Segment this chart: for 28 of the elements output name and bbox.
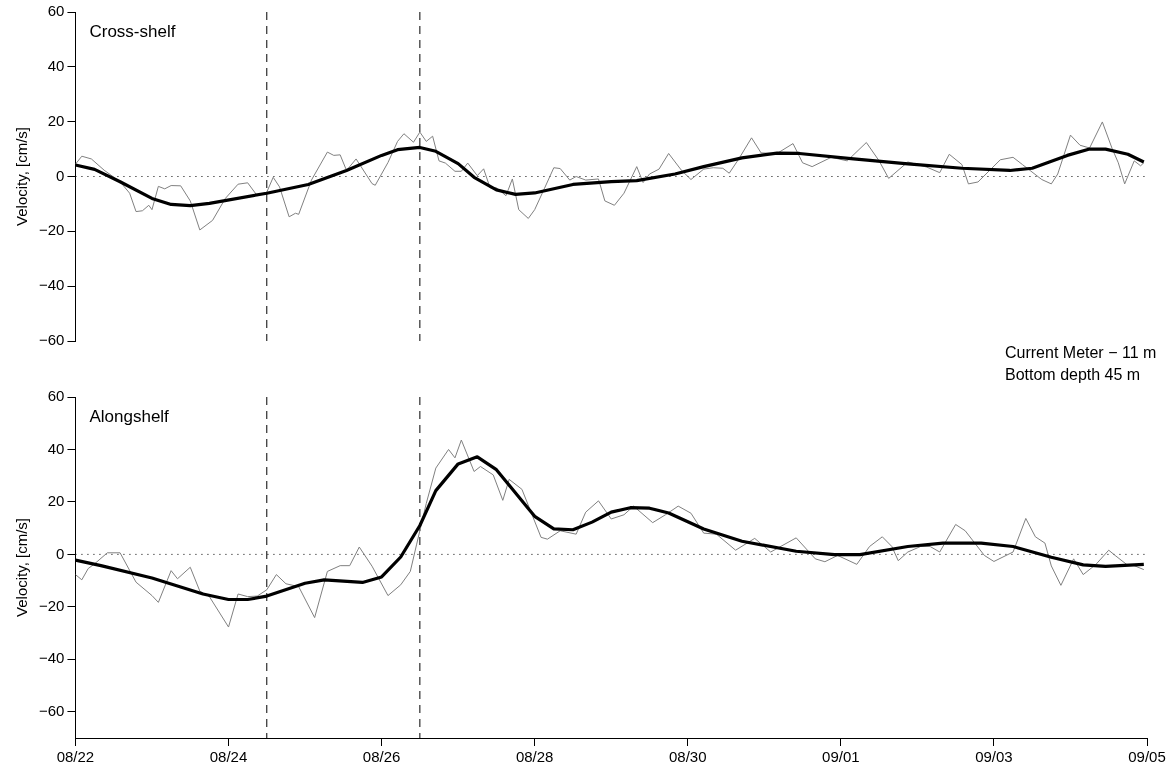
x-tick-label: 08/30 bbox=[668, 748, 707, 766]
y-tick-label: 60 bbox=[47, 387, 65, 405]
y-axis-title: Velocity, [cm/s] bbox=[13, 127, 31, 226]
y-tick-label: −20 bbox=[38, 221, 65, 239]
y-tick-label: 20 bbox=[47, 492, 65, 510]
text: Current Meter − 11 m bbox=[1005, 344, 1157, 361]
y-axis-title: Velocity, [cm/s] bbox=[13, 518, 31, 617]
y-tick-label: 0 bbox=[56, 166, 65, 184]
x-tick-label: 08/28 bbox=[515, 748, 554, 766]
y-tick-label: −60 bbox=[38, 701, 65, 719]
y-tick-label: −40 bbox=[38, 649, 65, 667]
x-tick-label: 08/26 bbox=[362, 748, 401, 766]
x-tick-label: 09/01 bbox=[822, 748, 860, 766]
x-tick-label: 08/22 bbox=[56, 748, 95, 766]
y-tick-label: 0 bbox=[56, 544, 65, 562]
text: Cross-shelf bbox=[89, 22, 176, 42]
text: Bottom depth 45 m bbox=[1005, 366, 1141, 383]
text: Alongshelf bbox=[89, 407, 170, 427]
x-tick-label: 09/03 bbox=[975, 748, 1013, 766]
y-tick-label: 20 bbox=[47, 111, 65, 129]
y-tick-label: 60 bbox=[47, 2, 65, 20]
y-tick-label: 40 bbox=[47, 56, 65, 74]
y-tick-label: −20 bbox=[38, 596, 65, 614]
y-tick-label: 40 bbox=[47, 439, 65, 457]
y-tick-label: −60 bbox=[38, 331, 65, 349]
x-tick-label: 09/05 bbox=[1128, 748, 1166, 766]
x-tick-label: 08/24 bbox=[209, 748, 248, 766]
y-tick-label: −40 bbox=[38, 276, 65, 294]
